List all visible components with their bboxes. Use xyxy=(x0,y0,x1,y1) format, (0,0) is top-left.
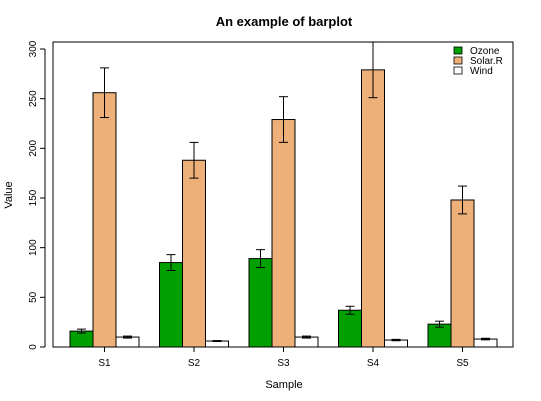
bar-solar-r-s5 xyxy=(450,199,475,348)
bar-group xyxy=(69,69,498,348)
bar-solar-r-s3 xyxy=(271,119,296,348)
x-tick-label: S4 xyxy=(367,358,380,369)
legend-swatch xyxy=(453,66,463,75)
x-tick-label: S5 xyxy=(456,358,469,369)
chart-title: An example of barplot xyxy=(216,14,353,29)
bar-solar-r-s4 xyxy=(361,69,385,348)
x-tick-label: S1 xyxy=(98,358,111,369)
legend-swatch xyxy=(453,46,463,55)
bar-ozone-s4 xyxy=(338,309,362,348)
legend-swatch xyxy=(453,56,463,65)
y-axis-label: Value xyxy=(3,181,15,208)
x-tick-label: S2 xyxy=(188,358,201,369)
y-tick-label: 50 xyxy=(28,291,39,303)
bar-solar-r-s1 xyxy=(92,92,117,348)
y-tick-label: 300 xyxy=(28,40,39,57)
y-tick-label: 200 xyxy=(28,140,39,157)
legend-label: Ozone xyxy=(470,46,500,57)
y-tick-label: 250 xyxy=(28,90,39,107)
y-tick-label: 150 xyxy=(28,189,39,206)
y-tick-label: 100 xyxy=(28,239,39,256)
legend-label: Wind xyxy=(470,66,493,77)
y-axis: 0 50 100 150 200 250 300 xyxy=(28,40,46,350)
bar-solar-r-s2 xyxy=(182,159,206,348)
bar-ozone-s3 xyxy=(248,258,273,348)
x-axis: S1 S2 S3 S4 S5 xyxy=(98,347,469,369)
y-tick-label: 0 xyxy=(28,344,39,350)
error-bar-group xyxy=(77,41,490,343)
legend-label: Solar.R xyxy=(470,56,503,67)
bar-ozone-s2 xyxy=(159,262,183,348)
x-axis-label: Sample xyxy=(265,379,302,391)
x-tick-label: S3 xyxy=(277,358,290,369)
